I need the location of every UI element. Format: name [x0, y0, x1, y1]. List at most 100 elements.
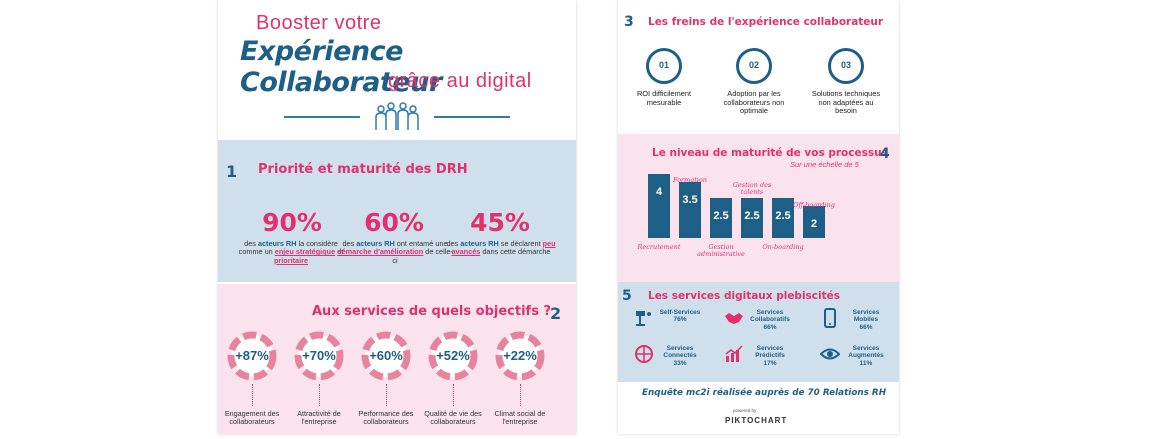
objective-ring: +87% — [226, 330, 278, 382]
objective-ring: +52% — [427, 330, 479, 382]
title-line-3: grâce au digital — [388, 70, 532, 92]
bar: 2 — [803, 206, 825, 238]
bar-value-label: 4 — [655, 186, 663, 198]
bar-value-label: 2.5 — [744, 210, 760, 222]
dashed-ring-icon — [361, 331, 411, 381]
divider — [284, 116, 360, 118]
connector-line — [520, 384, 521, 406]
section-5-title: Les services digitaux plebiscités — [648, 290, 841, 302]
objective-value: +70% — [302, 348, 336, 363]
bar: 3.5 — [679, 182, 701, 238]
service-name: Services Collaboratifs — [750, 309, 790, 324]
service-label: Services Augmentés 11% — [840, 345, 892, 367]
objective-label: Qualité de vie des collaborateurs — [424, 409, 482, 427]
dashed-ring-icon — [495, 331, 545, 381]
section-2-number: 2 — [550, 304, 562, 323]
bar-value-label: 2 — [810, 218, 818, 230]
bar: 2.5 — [741, 198, 763, 238]
bar: 2.5 — [710, 198, 732, 238]
section-3-title: Les freins de l'expérience collaborateur — [648, 16, 884, 28]
service-percentage: 17% — [763, 359, 777, 367]
obstacle-label: ROI difficilement mesurable — [636, 89, 692, 107]
self-service-icon — [634, 308, 654, 328]
stat-value: 60% — [364, 208, 424, 237]
network-icon — [634, 344, 654, 364]
infographic-left-page: Booster votre Expérience Collaborateur g… — [218, 0, 576, 434]
objective-value: +87% — [235, 348, 269, 363]
objective-value: +60% — [369, 348, 403, 363]
section-1-band — [218, 140, 576, 282]
service-percentage: 76% — [673, 316, 687, 324]
objective-value: +52% — [436, 348, 470, 363]
objective-ring: +22% — [494, 330, 546, 382]
section-4-title: Le niveau de maturité de vos processus — [652, 147, 888, 159]
obstacle-number-circle: 02 — [736, 48, 772, 84]
service-name: Services Connectés — [663, 345, 697, 360]
objective-label: Climat social de l'entreprise — [494, 409, 546, 427]
service-percentage: 11% — [859, 359, 873, 367]
bar: 2.5 — [772, 198, 794, 238]
bar-value-label: 3.5 — [682, 194, 698, 206]
mobile-icon — [820, 308, 840, 328]
connector-line — [319, 384, 320, 406]
survey-footer: Enquête mc2i réalisée auprès de 70 Relat… — [642, 388, 887, 398]
section-4-subtitle: Sur une échelle de 5 — [790, 160, 859, 169]
stat-description: des acteurs RH se déclarent peu avancés … — [446, 239, 556, 257]
obstacle-number-circle: 03 — [828, 48, 864, 84]
dashed-ring-icon — [428, 331, 478, 381]
title-line-1: Booster votre — [256, 12, 382, 34]
service-label: Services Collaboratifs 66% — [744, 309, 796, 331]
bar: 4 — [648, 174, 670, 238]
infographic-right-page: 3 Les freins de l'expérience collaborate… — [618, 0, 899, 434]
piktochart-credit: PIKTOCHART — [725, 416, 788, 425]
objective-ring: +60% — [360, 330, 412, 382]
service-name: Services Prédictifs — [755, 345, 785, 360]
section-4-number: 4 — [880, 146, 890, 162]
category-label: Recrutement — [637, 243, 681, 251]
stat-description: des acteurs RH ont entamé une démarche d… — [337, 239, 453, 265]
service-percentage: 66% — [763, 323, 777, 331]
section-5-band — [618, 282, 899, 382]
service-label: Services Prédictifs 17% — [744, 345, 796, 367]
service-name: Services Augmentés — [848, 345, 884, 360]
objective-value: +22% — [503, 348, 537, 363]
objective-label: Engagement des collaborateurs — [224, 409, 280, 427]
dashed-ring-icon — [294, 331, 344, 381]
bar-value-label: 2.5 — [713, 210, 729, 222]
credit-caption: powered by — [733, 408, 757, 413]
obstacle-label: Solutions techniques non adaptées au bes… — [811, 89, 881, 116]
obstacle-label: Adoption par les collaborateurs non opti… — [723, 89, 785, 116]
dashed-ring-icon — [227, 331, 277, 381]
category-label: Gestion des talents — [732, 181, 772, 197]
section-1-title: Priorité et maturité des DRH — [258, 162, 468, 177]
stat-value: 90% — [262, 208, 322, 237]
objective-label: Attractivité de l'entreprise — [297, 409, 341, 427]
service-label: Self-Services 76% — [654, 309, 706, 324]
section-3-number: 3 — [624, 14, 634, 30]
section-1-number: 1 — [226, 162, 238, 181]
category-label: Off-boarding — [793, 201, 835, 209]
people-icon — [375, 102, 419, 130]
service-percentage: 66% — [859, 323, 873, 331]
category-label: Gestion administrative — [697, 243, 745, 259]
bar-value-label: 2.5 — [775, 210, 791, 222]
stat-value: 45% — [470, 208, 530, 237]
service-label: Services Mobiles 66% — [840, 309, 892, 331]
service-name: Services Mobiles — [852, 309, 880, 324]
category-label: On-boarding — [762, 243, 804, 251]
service-percentage: 33% — [673, 359, 687, 367]
chart-icon — [724, 344, 744, 364]
divider — [434, 116, 510, 118]
stat-description: des acteurs RH la considère comme un enj… — [238, 239, 344, 265]
eye-icon — [819, 344, 841, 364]
service-name: Self-Services — [659, 309, 701, 316]
connector-line — [252, 384, 253, 406]
section-5-number: 5 — [622, 288, 632, 304]
service-label: Services Connectés 33% — [654, 345, 706, 367]
section-2-title: Aux services de quels objectifs ? — [312, 304, 552, 319]
objective-label: Performance des collaborateurs — [358, 409, 414, 427]
handshake-icon — [724, 308, 744, 328]
obstacle-number-circle: 01 — [646, 48, 682, 84]
connector-line — [386, 384, 387, 406]
connector-line — [453, 384, 454, 406]
